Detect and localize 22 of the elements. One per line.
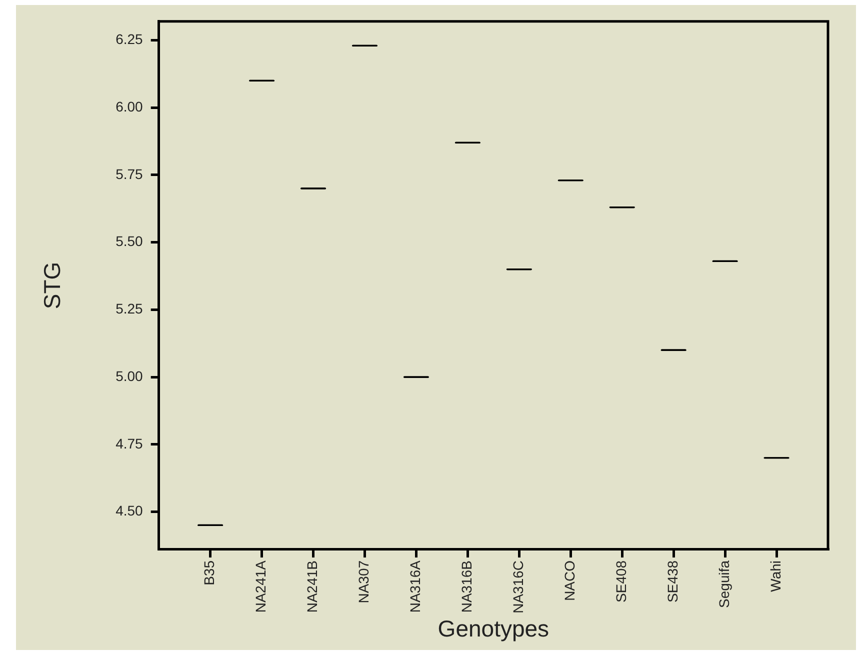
y-tick-label: 6.25: [116, 31, 144, 48]
y-axis-title: STG: [39, 262, 66, 310]
x-tick-label: SE438: [664, 560, 680, 603]
y-tick-label: 6.00: [116, 98, 144, 114]
x-tick-label: NA241A: [252, 560, 269, 613]
x-tick-label: NACO: [561, 560, 578, 601]
y-tick-label: 4.75: [116, 435, 144, 452]
x-tick-label: NA316B: [458, 560, 475, 613]
x-axis-title: Genotypes: [438, 616, 550, 642]
y-tick-label: 5.00: [116, 368, 144, 384]
y-tick-label: 4.50: [116, 502, 144, 519]
x-tick-label: NA316C: [510, 560, 526, 614]
x-tick-label: Wahi: [767, 560, 784, 592]
x-tick-label: B35: [201, 560, 218, 586]
x-tick-label: NA307: [356, 560, 372, 604]
x-tick-label: NA241B: [304, 560, 320, 613]
x-tick-label: Seguifa: [716, 560, 732, 608]
y-tick-label: 5.25: [116, 300, 144, 317]
x-tick-label: NA316A: [407, 560, 424, 613]
y-tick-label: 5.50: [116, 233, 144, 250]
x-tick-label: SE408: [612, 560, 629, 603]
y-tick-label: 5.75: [116, 166, 144, 182]
